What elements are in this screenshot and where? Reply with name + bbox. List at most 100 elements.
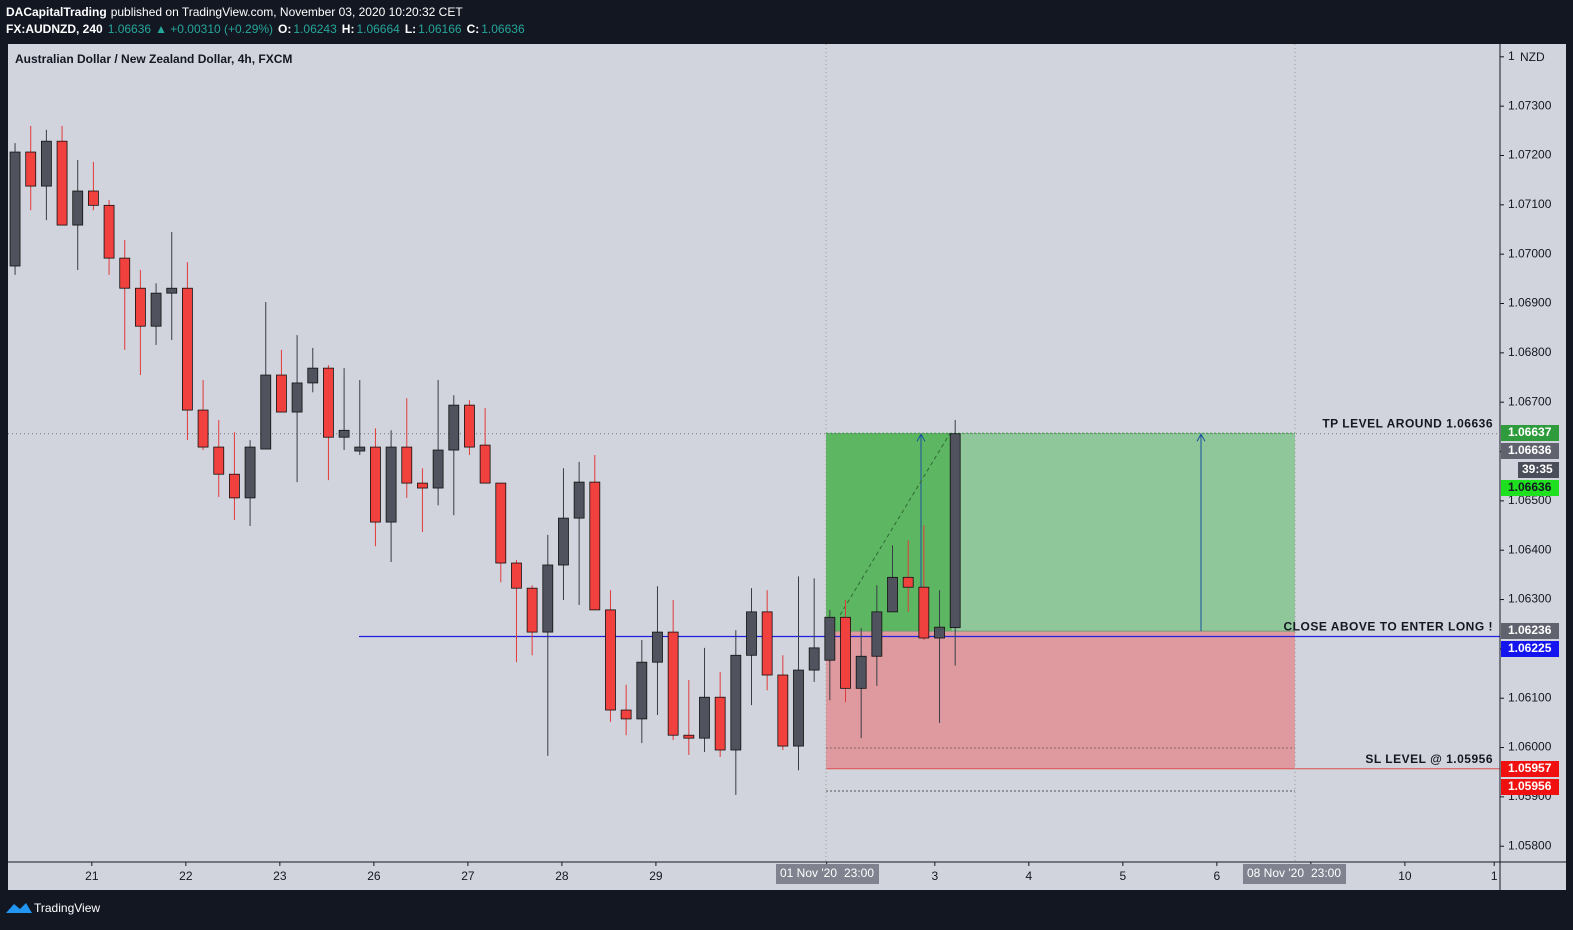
y-tick-label: 1.07000 — [1508, 246, 1552, 260]
x-tick-label: 4 — [1025, 869, 1032, 883]
candle-body — [9, 151, 21, 267]
price-tag-bg — [1501, 425, 1559, 441]
candle-body — [761, 611, 773, 676]
x-tick-label: 29 — [649, 869, 663, 883]
y-tick-label: 1.07100 — [1508, 197, 1552, 211]
candle-body — [730, 654, 742, 751]
candle-body — [479, 444, 491, 484]
candle-body — [385, 446, 397, 523]
ohlc-label: L: — [405, 22, 416, 36]
price-tag-bg — [1501, 443, 1559, 459]
y-tick-label: 1.06400 — [1508, 542, 1552, 556]
candle-body — [276, 374, 287, 413]
candle-body — [573, 481, 585, 519]
y-tick-label: 1.06500 — [1508, 493, 1552, 507]
price-tag-label: 1.05957 — [1508, 761, 1552, 775]
y-tick-label: 1.06100 — [1508, 690, 1552, 704]
range-label-time: 23:00 — [844, 866, 874, 880]
y-tick-label: 1.07200 — [1508, 148, 1552, 162]
candle-body — [354, 446, 366, 452]
y-tick-label: 1.07300 — [1508, 98, 1552, 112]
range-label-date: 01 Nov '20 — [780, 866, 837, 880]
candle-body — [432, 449, 444, 489]
x-tick-label: 23 — [273, 869, 287, 883]
chart-title: Australian Dollar / New Zealand Dollar, … — [15, 52, 292, 66]
last-price: 1.06636 — [108, 22, 152, 36]
candle-body — [464, 404, 475, 448]
candle-body — [699, 696, 710, 739]
y-tick-label: 1 — [1508, 49, 1515, 63]
price-tag-label: 1.06636 — [1508, 443, 1552, 457]
x-tick-label: 3 — [931, 869, 938, 883]
candle-body — [652, 631, 663, 663]
price-tag: 1.06636 — [1501, 443, 1559, 459]
y-tick-label: 1.06700 — [1508, 394, 1552, 408]
candle-body — [840, 616, 851, 689]
ohlc-label: H: — [342, 22, 355, 36]
y-tick-label: 1.06300 — [1508, 592, 1552, 606]
x-tick-label: 26 — [367, 869, 381, 883]
candle-body — [526, 587, 538, 633]
candle-body — [182, 287, 193, 411]
loss-zone — [826, 631, 1295, 769]
candle-body — [714, 696, 726, 751]
chart-area — [8, 44, 1566, 890]
candle-body — [871, 611, 883, 657]
change: ▲ +0.00310 (+0.29%) — [155, 22, 273, 36]
candle-body — [260, 374, 272, 450]
x-tick-label: 27 — [461, 869, 475, 883]
candle-body — [746, 611, 757, 656]
price-tag-label: 1.05956 — [1508, 779, 1552, 793]
currency: NZD — [1520, 50, 1545, 64]
range-label-bg — [776, 864, 879, 884]
x-tick-label: 1 — [1491, 869, 1498, 883]
price-tag-label: 1.06225 — [1508, 641, 1552, 655]
candle-body — [25, 151, 37, 187]
countdown-bg — [1518, 462, 1559, 478]
candle-body — [56, 140, 68, 226]
header-line-2: FX:AUDNZD, 240 1.06636 ▲ +0.00310 (+0.29%)… — [6, 22, 525, 36]
y-tick-label: 1.05800 — [1508, 838, 1552, 852]
arrow-head — [1196, 433, 1206, 442]
ohlc-value: 1.06664 — [356, 22, 400, 36]
candle-body — [558, 517, 569, 566]
brand: TradingView — [34, 901, 100, 915]
logo-icon — [6, 903, 32, 913]
candle-body — [72, 190, 84, 226]
candle-body — [87, 190, 99, 206]
price-tag: 1.06236 — [1501, 623, 1559, 639]
annotation: SL LEVEL @ 1.05956 — [1365, 752, 1493, 766]
ohlc-label: C: — [467, 22, 480, 36]
candle-body — [824, 616, 836, 661]
price-tag-label: 1.06637 — [1508, 425, 1552, 439]
price-tag: 1.06225 — [1501, 641, 1559, 657]
ohlc-value: 1.06243 — [293, 22, 337, 36]
x-tick-label: 10 — [1398, 869, 1412, 883]
logo: TradingView — [6, 901, 100, 915]
candle-body — [197, 409, 209, 448]
x-tick-label: 6 — [1214, 869, 1221, 883]
candle-body — [777, 674, 789, 747]
price-tag-label: 1.06236 — [1508, 623, 1552, 637]
candle-body — [119, 257, 131, 289]
price-tag-bg — [1501, 761, 1559, 777]
candle-body — [229, 473, 240, 499]
countdown: 39:35 — [1522, 462, 1553, 476]
candle-body — [605, 609, 616, 711]
candle-body — [887, 576, 898, 613]
trend-dash — [839, 433, 951, 616]
candle-body — [511, 562, 522, 589]
price-tag-bg — [1501, 480, 1559, 496]
candle-body — [902, 576, 914, 588]
range-label-time: 23:00 — [1311, 866, 1341, 880]
price-tag-label: 1.06636 — [1508, 480, 1552, 494]
price-tag: 1.06636 — [1501, 480, 1559, 496]
y-tick-label: 1.06900 — [1508, 296, 1552, 310]
range-label-date: 08 Nov '20 — [1247, 866, 1304, 880]
ohlc-label: O: — [278, 22, 291, 36]
candle-body — [401, 446, 413, 484]
candle-body — [683, 734, 695, 739]
price-tag-bg — [1501, 779, 1559, 795]
candle-body — [667, 631, 679, 736]
